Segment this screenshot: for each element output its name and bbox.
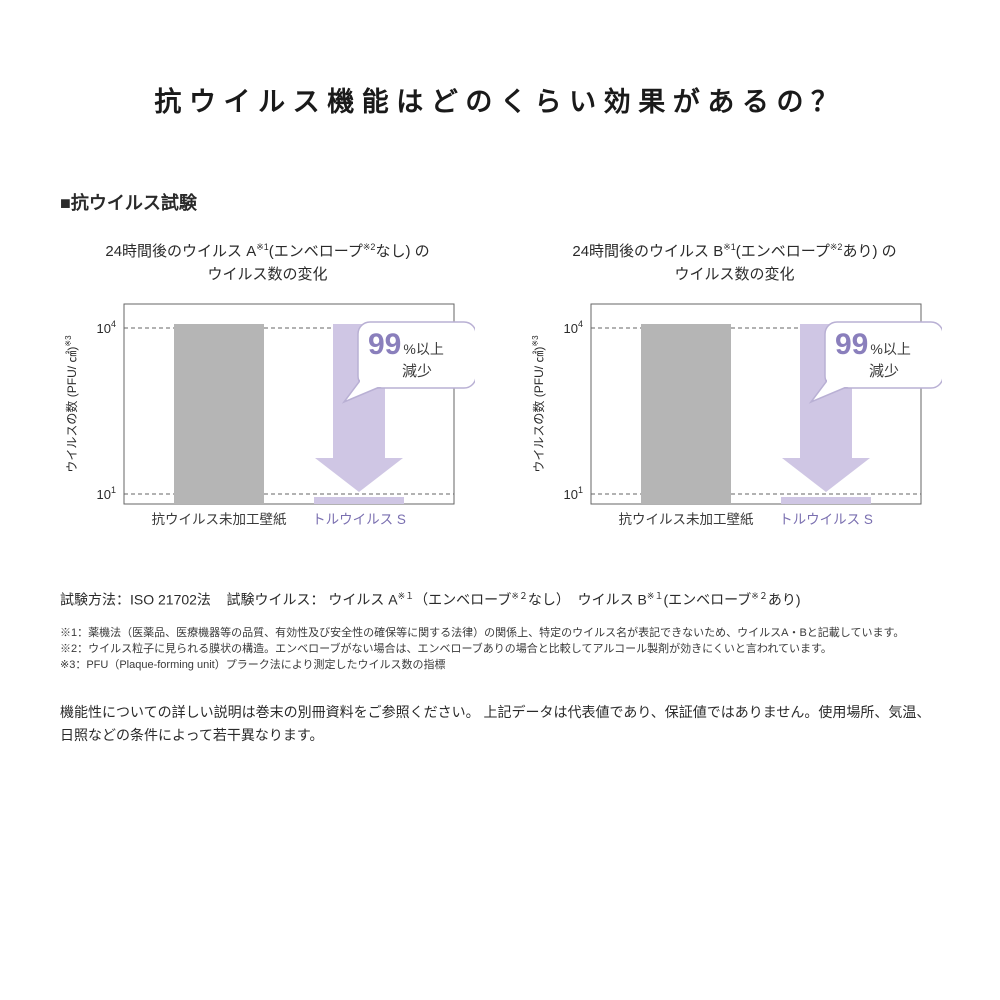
- y-tick-label: 104: [97, 319, 116, 336]
- y-tick-label: 101: [97, 485, 116, 502]
- chart-a-svg-wrap: 104 101 ウイルスの数 (PFU/ ㎠)※3 抗ウイルス未加工壁紙 トルウイルス …: [60, 296, 475, 561]
- chart-b: 24時間後のウイルス B※1(エンベロープ※2あり) のウイルス数の変化 104…: [527, 241, 942, 561]
- callout-line2: 減少: [869, 363, 899, 380]
- chart-b-svg-wrap: 104 101 ウイルスの数 (PFU/ ㎠)※3 抗ウイルス未加工壁紙 トルウイルス …: [527, 296, 942, 561]
- bar: [641, 324, 731, 504]
- bar-xlabel: トルウイルス S: [779, 512, 873, 527]
- footnotes: ※1：薬機法（医薬品、医療機器等の品質、有効性及び安全性の確保等に関する法律）の…: [60, 626, 940, 674]
- chart-a-title: 24時間後のウイルス A※1(エンベロープ※2なし) のウイルス数の変化: [60, 241, 475, 286]
- bar: [314, 497, 404, 504]
- chart-b-title: 24時間後のウイルス B※1(エンベロープ※2あり) のウイルス数の変化: [527, 241, 942, 286]
- bar-xlabel: トルウイルス S: [312, 512, 406, 527]
- y-axis-label: ウイルスの数 (PFU/ ㎠)※3: [64, 335, 79, 473]
- bar-xlabel: 抗ウイルス未加工壁紙: [619, 512, 754, 527]
- callout-line2: 減少: [402, 363, 432, 380]
- test-method-line: 試験方法：ISO 21702法 試験ウイルス： ウイルス A※１（エンベローブ※…: [60, 589, 940, 610]
- disclaimer: 機能性についての詳しい説明は巻末の別冊資料をご参照ください。 上記データは代表値…: [60, 701, 940, 746]
- y-axis-label: ウイルスの数 (PFU/ ㎠)※3: [531, 335, 546, 473]
- chart-svg: 104 101 ウイルスの数 (PFU/ ㎠)※3 抗ウイルス未加工壁紙 トルウイルス …: [527, 296, 942, 556]
- bar: [781, 497, 871, 504]
- section-label: ■抗ウイルス試験: [60, 189, 940, 215]
- chart-a: 24時間後のウイルス A※1(エンベロープ※2なし) のウイルス数の変化 104…: [60, 241, 475, 561]
- bar: [174, 324, 264, 504]
- page-title: 抗ウイルス機能はどのくらい効果があるの？: [60, 80, 940, 119]
- y-tick-label: 104: [564, 319, 583, 336]
- y-tick-label: 101: [564, 485, 583, 502]
- document-page: 抗ウイルス機能はどのくらい効果があるの？ ■抗ウイルス試験 24時間後のウイルス…: [0, 0, 1000, 1000]
- charts-row: 24時間後のウイルス A※1(エンベロープ※2なし) のウイルス数の変化 104…: [60, 241, 940, 561]
- chart-svg: 104 101 ウイルスの数 (PFU/ ㎠)※3 抗ウイルス未加工壁紙 トルウイルス …: [60, 296, 475, 556]
- bar-xlabel: 抗ウイルス未加工壁紙: [152, 512, 287, 527]
